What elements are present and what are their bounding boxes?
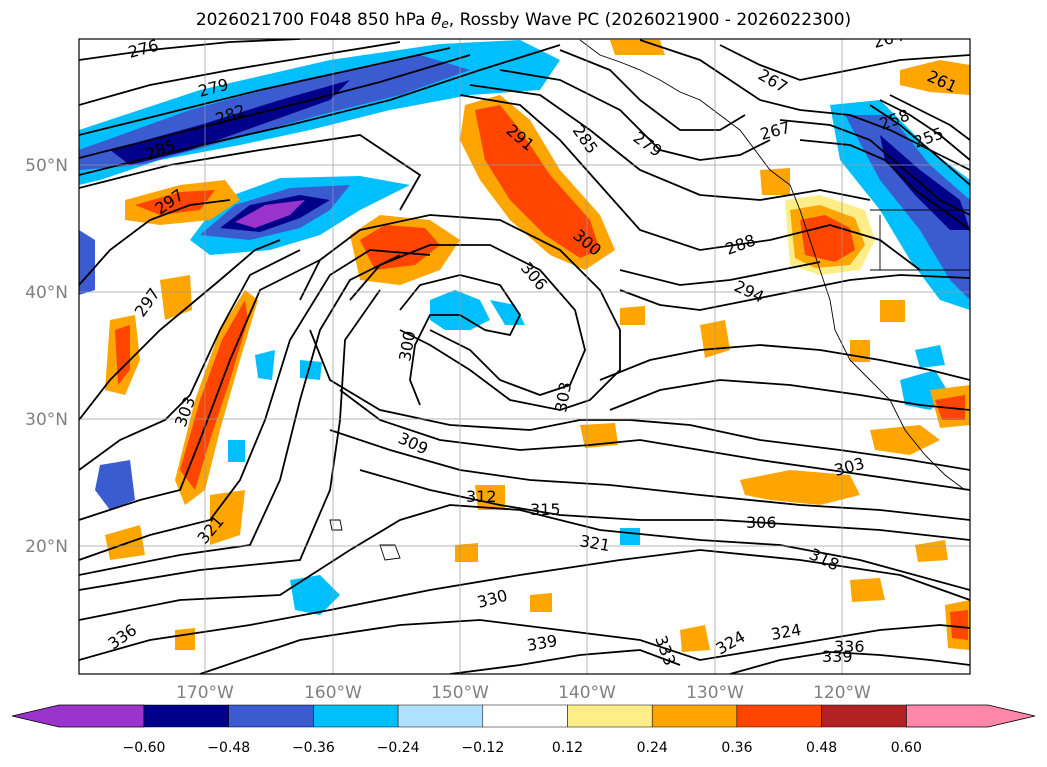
colorbar-bin	[397, 704, 484, 728]
colorbar-tick-label: 0.24	[637, 740, 668, 756]
lon-label-140w: 140°W	[558, 683, 616, 703]
colorbar-tick-label: −0.48	[207, 740, 250, 756]
colorbar: −0.60 −0.48 −0.36 −0.24 −0.12 0.12 0.24 …	[11, 704, 1036, 756]
colorbar-under-extension	[11, 704, 145, 728]
colorbar-bin	[567, 704, 653, 728]
colorbar-tick-label: −0.36	[292, 740, 335, 756]
figure-title: 2026021700 F048 850 hPa θe, Rossby Wave …	[195, 10, 852, 31]
lon-label-170w: 170°W	[176, 683, 234, 703]
lon-label-150w: 150°W	[431, 683, 489, 703]
colorbar-bin	[651, 704, 738, 728]
colorbar-tick-label: −0.24	[377, 740, 420, 756]
longitude-labels: 170°W 160°W 150°W 140°W 130°W 120°W	[176, 683, 871, 703]
contour-label: 306	[746, 513, 777, 532]
colorbar-over-extension	[905, 704, 1036, 728]
coastlines	[329, 39, 970, 561]
contour-label: 276	[126, 36, 160, 62]
contour-label: 312	[466, 487, 497, 506]
colorbar-tick-label: 0.36	[721, 740, 752, 756]
latitude-labels: 50°N 40°N 30°N 20°N	[25, 156, 68, 557]
lat-label-20n: 20°N	[25, 537, 68, 557]
colorbar-bin	[143, 704, 229, 728]
contour-label: 339	[822, 647, 853, 666]
colorbar-bin	[736, 704, 822, 728]
colorbar-tick-label: −0.60	[123, 740, 166, 756]
colorbar-tick-label: −0.12	[461, 740, 504, 756]
colorbar-tick-label: 0.60	[891, 740, 922, 756]
lat-label-30n: 30°N	[25, 410, 68, 430]
contour-label: 336	[834, 637, 865, 656]
lon-label-120w: 120°W	[813, 683, 871, 703]
contour-label: 315	[530, 500, 561, 519]
colorbar-bin	[482, 704, 568, 728]
plot-frame	[78, 38, 971, 675]
lon-label-160w: 160°W	[304, 683, 362, 703]
lat-label-50n: 50°N	[25, 156, 68, 176]
colorbar-tick-label: 0.12	[552, 740, 583, 756]
colorbar-bin	[821, 704, 907, 728]
graticule	[79, 39, 970, 674]
colorbar-bin	[313, 704, 399, 728]
lon-label-130w: 130°W	[686, 683, 744, 703]
map-content: 276 279 282 285 297 297 303 321 336 291 …	[79, 36, 970, 674]
theta-e-contours	[79, 39, 970, 674]
colorbar-tick-label: 0.48	[806, 740, 837, 756]
lat-label-40n: 40°N	[25, 283, 68, 303]
colorbar-bin	[228, 704, 314, 728]
